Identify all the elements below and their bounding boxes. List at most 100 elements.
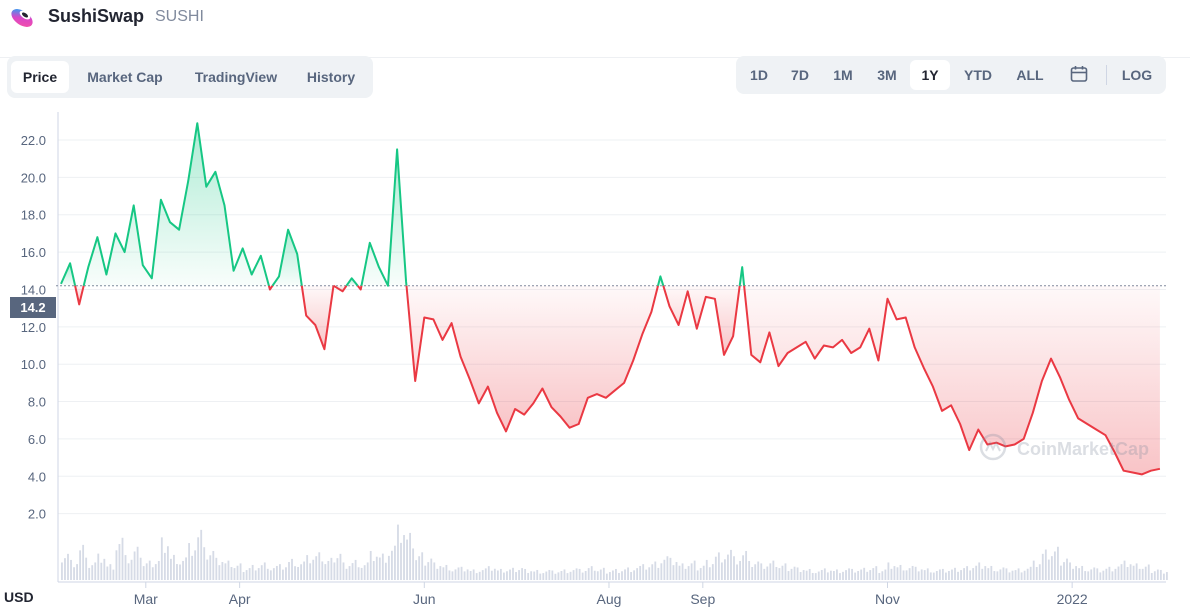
volume-bar — [687, 566, 690, 580]
price-area-down — [744, 285, 1160, 475]
volume-bar — [151, 567, 154, 580]
volume-bar — [960, 570, 962, 580]
calendar-icon[interactable] — [1070, 65, 1088, 83]
volume-bar — [248, 568, 251, 580]
volume-bar — [315, 556, 318, 580]
volume-bar — [394, 545, 396, 580]
volume-bar — [639, 565, 642, 580]
volume-bar — [666, 556, 669, 580]
volume-bar — [699, 568, 702, 580]
volume-bar — [787, 571, 790, 580]
volume-bar — [1041, 553, 1044, 580]
volume-bar — [442, 567, 445, 580]
tab-history[interactable]: History — [306, 69, 356, 85]
range-3m-button[interactable]: 3M — [877, 67, 897, 83]
volume-bar — [599, 569, 602, 580]
volume-bar — [663, 559, 666, 580]
volume-bar — [269, 570, 272, 580]
volume-bar — [233, 568, 236, 580]
volume-bar — [612, 570, 614, 580]
volume-bar — [781, 565, 784, 580]
volume-bar — [285, 567, 287, 580]
volume-bar — [793, 566, 796, 580]
range-all-button[interactable]: ALL — [1016, 67, 1044, 83]
volume-bar — [127, 563, 130, 580]
volume-bar — [484, 568, 487, 580]
volume-bar — [542, 573, 545, 580]
volume-bar — [79, 550, 82, 580]
volume-bar — [714, 556, 717, 580]
volume-bar — [817, 571, 820, 580]
y-tick-label: 6.0 — [28, 432, 46, 447]
volume-bar — [836, 569, 838, 580]
volume-bar — [1087, 571, 1090, 580]
chart-type-tabs: Price Market Cap TradingView History — [7, 56, 373, 98]
range-7d-button[interactable]: 7D — [791, 67, 809, 83]
volume-bar — [530, 571, 533, 580]
volume-bar — [176, 564, 178, 580]
volume-bar — [1035, 567, 1038, 580]
volume-bar — [796, 567, 799, 580]
tab-tradingview[interactable]: TradingView — [194, 69, 278, 85]
range-1m-button[interactable]: 1M — [833, 67, 853, 83]
range-1d-button[interactable]: 1D — [750, 67, 768, 83]
volume-bar — [275, 565, 278, 580]
volume-bar — [427, 562, 430, 580]
volume-bar — [288, 562, 290, 580]
volume-bar — [403, 535, 405, 580]
x-tick-label: Sep — [690, 591, 715, 607]
volume-bar — [160, 537, 163, 580]
range-ytd-button[interactable]: YTD — [964, 67, 992, 83]
volume-bar — [645, 569, 648, 580]
volume-bar — [64, 558, 66, 580]
volume-bar — [424, 565, 427, 580]
volume-bar — [260, 565, 263, 580]
current-price-label: 14.2 — [20, 300, 45, 315]
tab-price[interactable]: Price — [11, 61, 69, 93]
volume-bar — [475, 573, 478, 580]
volume-bar — [330, 557, 333, 580]
volume-bar — [823, 568, 826, 580]
volume-bar — [1159, 569, 1162, 580]
volume-bar — [345, 568, 348, 580]
volume-bar — [478, 571, 481, 580]
tab-market-cap[interactable]: Market Cap — [87, 69, 163, 85]
volume-bar — [339, 553, 342, 580]
volume-bar — [1111, 571, 1114, 580]
volume-bar — [832, 571, 835, 580]
price-area-up — [272, 229, 302, 286]
volume-bar — [557, 572, 560, 580]
volume-bar — [372, 561, 375, 580]
volume-bar — [905, 570, 908, 580]
volume-bar — [575, 568, 578, 580]
volume-bar — [869, 570, 872, 580]
log-scale-button[interactable]: LOG — [1121, 67, 1153, 83]
volume-bar — [848, 568, 850, 580]
volume-bar — [378, 557, 381, 580]
volume-bar — [282, 569, 284, 580]
volume-bar — [179, 564, 181, 580]
volume-bar — [121, 537, 124, 580]
volume-bar — [384, 562, 387, 580]
volume-bar — [657, 567, 660, 580]
volume-bar — [684, 568, 687, 580]
volume-bar — [360, 567, 363, 580]
volume-bar — [163, 552, 166, 580]
y-tick-label: 14.0 — [21, 282, 46, 297]
volume-bar — [209, 555, 212, 580]
volume-bar — [993, 571, 996, 580]
price-line-down — [332, 284, 348, 293]
range-1y-button[interactable]: 1Y — [910, 60, 950, 90]
price-line-up — [82, 122, 270, 286]
volume-bar — [342, 562, 345, 580]
volume-bar — [421, 552, 424, 580]
x-tick-label: Apr — [229, 591, 251, 607]
price-line-down — [405, 285, 659, 433]
volume-bar — [1047, 559, 1050, 580]
volume-bar — [690, 563, 693, 580]
volume-bar — [881, 571, 884, 580]
volume-bar — [73, 567, 75, 580]
coinmarketcap-logo-icon — [979, 433, 1007, 461]
volume-bar — [929, 572, 932, 580]
volume-bar — [506, 571, 508, 580]
